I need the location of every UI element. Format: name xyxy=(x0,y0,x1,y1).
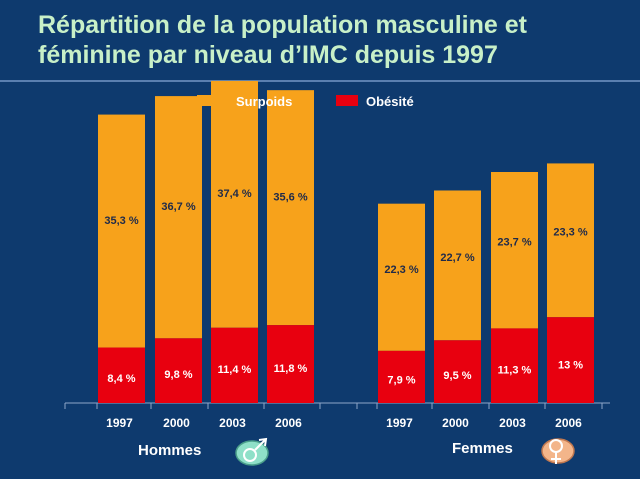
title-divider xyxy=(0,80,640,82)
bar-obesite xyxy=(98,347,145,403)
male-symbol-arrow-shaft xyxy=(254,439,266,451)
bar-surpoids xyxy=(491,172,538,329)
data-label-surpoids: 23,3 % xyxy=(553,227,587,239)
data-label-obesite: 8,4 % xyxy=(107,373,135,385)
legend-label-surpoids: Surpoids xyxy=(236,94,292,109)
x-tick-label: 2006 xyxy=(275,416,302,430)
data-label-obesite: 11,4 % xyxy=(218,364,252,376)
male-symbol-icon xyxy=(235,440,269,466)
bar-obesite xyxy=(155,338,202,403)
data-label-surpoids: 37,4 % xyxy=(217,188,251,200)
data-label-obesite: 11,8 % xyxy=(274,363,308,375)
bar-surpoids xyxy=(378,203,425,351)
bar-surpoids xyxy=(155,96,202,339)
bar-surpoids xyxy=(434,190,481,341)
x-tick-label: 2000 xyxy=(442,416,469,430)
data-label-obesite: 9,8 % xyxy=(164,369,192,381)
data-label-surpoids: 35,6 % xyxy=(273,192,307,204)
legend-label-obesite: Obésité xyxy=(366,94,414,109)
data-label-obesite: 9,5 % xyxy=(443,370,471,382)
bar-obesite xyxy=(211,327,258,403)
male-symbol-circle xyxy=(243,448,257,462)
slide-title: Répartition de la population masculine e… xyxy=(38,11,527,69)
bar-obesite xyxy=(491,328,538,403)
data-label-surpoids: 23,7 % xyxy=(497,237,531,249)
bar-obesite xyxy=(434,340,481,403)
legend-swatch-surpoids xyxy=(197,95,230,106)
group-label-femmes: Femmes xyxy=(452,440,513,457)
male-symbol-arrow-head xyxy=(258,437,268,447)
bar-surpoids xyxy=(98,114,145,348)
legend-swatch-obesite xyxy=(336,95,358,106)
x-tick-label: 2006 xyxy=(555,416,582,430)
x-tick-label: 1997 xyxy=(106,416,133,430)
bar-surpoids xyxy=(267,90,314,326)
x-tick-label: 2003 xyxy=(499,416,526,430)
bar-obesite xyxy=(267,325,314,403)
data-label-surpoids: 22,7 % xyxy=(440,252,474,264)
data-label-obesite: 11,3 % xyxy=(498,364,532,376)
data-label-obesite: 13 % xyxy=(558,359,583,371)
data-label-surpoids: 35,3 % xyxy=(104,215,138,227)
data-label-surpoids: 36,7 % xyxy=(161,201,195,213)
x-tick-label: 2000 xyxy=(163,416,190,430)
bar-surpoids xyxy=(547,163,594,318)
data-label-surpoids: 22,3 % xyxy=(384,264,418,276)
data-label-obesite: 7,9 % xyxy=(387,375,415,387)
bar-obesite xyxy=(378,350,425,403)
x-tick-label: 1997 xyxy=(386,416,413,430)
group-label-hommes: Hommes xyxy=(138,442,201,459)
bar-obesite xyxy=(547,317,594,403)
x-tick-label: 2003 xyxy=(219,416,246,430)
bar-surpoids xyxy=(211,80,258,328)
